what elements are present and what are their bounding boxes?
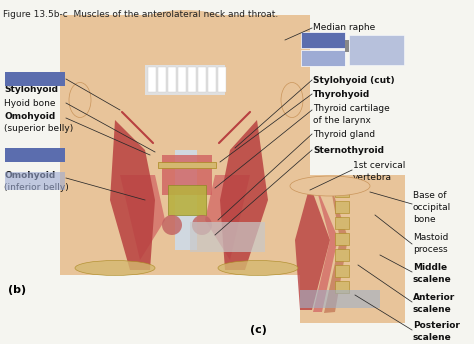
Text: Figure 13.5b-c  Muscles of the anterolateral neck and throat.: Figure 13.5b-c Muscles of the anterolate… [3,10,278,19]
Bar [335,249,349,261]
Bar [140,130,230,270]
Ellipse shape [162,215,182,235]
Bar [335,265,349,277]
Text: process: process [413,246,447,255]
Ellipse shape [281,83,303,118]
Text: Hyoid bone: Hyoid bone [4,98,55,108]
PathPatch shape [120,175,165,260]
Text: Thyroid gland: Thyroid gland [313,129,375,139]
PathPatch shape [313,183,338,312]
Text: Middle: Middle [413,262,447,271]
Bar [300,175,405,323]
Ellipse shape [98,125,153,245]
Text: Median raphe: Median raphe [313,22,375,32]
Bar [208,67,216,92]
Bar [188,67,196,92]
Text: 1st cervical: 1st cervical [353,161,405,170]
Text: Omohyoid: Omohyoid [4,171,55,180]
PathPatch shape [205,175,250,260]
Text: Thyroid cartilage: Thyroid cartilage [313,104,390,112]
Text: (superior belly): (superior belly) [4,123,73,132]
Bar [335,185,349,197]
Text: Anterior: Anterior [413,292,455,301]
Text: Omohyoid: Omohyoid [4,111,55,120]
PathPatch shape [220,120,268,270]
Bar [60,230,310,275]
Ellipse shape [108,10,263,100]
Bar [345,40,349,52]
Text: Base of: Base of [413,192,447,201]
Ellipse shape [69,83,91,118]
Ellipse shape [100,85,270,165]
Bar [168,185,206,215]
Text: occipital: occipital [413,204,451,213]
Text: bone: bone [413,215,436,225]
Bar [335,233,349,245]
Bar [162,155,212,195]
Text: (c): (c) [250,325,267,335]
Bar [60,15,310,275]
Bar [178,67,186,92]
Bar [175,150,197,250]
Bar [335,281,349,293]
Text: (inferior belly): (inferior belly) [4,183,69,192]
Bar [301,32,345,48]
Bar [5,72,65,86]
Bar [5,148,65,162]
PathPatch shape [324,183,348,313]
Text: scalene: scalene [413,304,452,313]
Bar [168,67,176,92]
Text: scalene: scalene [413,275,452,283]
Ellipse shape [290,176,370,196]
Bar [300,290,380,308]
Text: Thyrohyoid: Thyrohyoid [313,89,370,98]
Text: Stylohyoid (cut): Stylohyoid (cut) [313,75,395,85]
Text: of the larynx: of the larynx [313,116,371,125]
PathPatch shape [110,120,155,270]
PathPatch shape [295,185,330,310]
Text: Sternothyroid: Sternothyroid [313,146,384,154]
Bar [5,172,65,190]
Bar [148,67,156,92]
Text: Mastoid: Mastoid [413,234,448,243]
Bar [301,50,345,66]
Text: scalene: scalene [413,333,452,342]
Bar [218,67,226,92]
Bar [349,35,404,65]
Text: Stylohyoid: Stylohyoid [4,85,58,94]
Bar [145,65,225,95]
Ellipse shape [219,125,274,245]
Bar [335,201,349,213]
Bar [198,67,206,92]
Ellipse shape [218,260,298,276]
Bar [190,222,265,252]
Text: Posterior: Posterior [413,321,460,330]
Bar [158,162,216,168]
Ellipse shape [192,215,212,235]
Bar [158,67,166,92]
Ellipse shape [75,260,155,276]
Text: vertebra: vertebra [353,172,392,182]
Bar [335,217,349,229]
Text: (b): (b) [8,285,26,295]
